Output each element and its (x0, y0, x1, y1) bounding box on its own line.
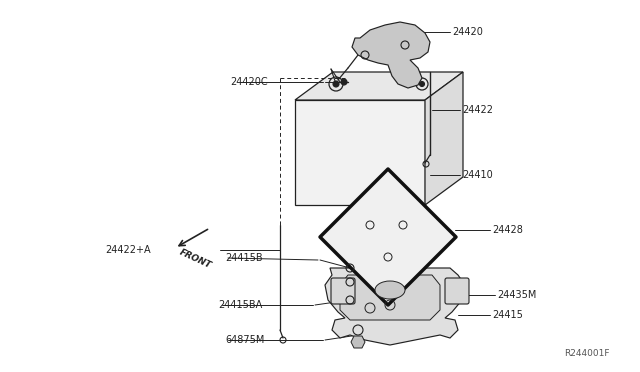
Polygon shape (295, 72, 463, 100)
Polygon shape (351, 336, 365, 348)
Text: 24422+A: 24422+A (105, 245, 150, 255)
Text: 24435M: 24435M (497, 290, 536, 300)
Text: 24410: 24410 (462, 170, 493, 180)
Text: 24422: 24422 (462, 105, 493, 115)
Circle shape (419, 81, 424, 87)
Polygon shape (320, 169, 456, 305)
Polygon shape (295, 100, 425, 205)
Polygon shape (425, 72, 463, 205)
Text: 24420: 24420 (452, 27, 483, 37)
Text: 24415BA: 24415BA (218, 300, 262, 310)
Text: FRONT: FRONT (177, 248, 212, 271)
Text: R244001F: R244001F (564, 349, 610, 358)
Polygon shape (325, 268, 465, 345)
Text: 64875M: 64875M (225, 335, 264, 345)
FancyBboxPatch shape (445, 278, 469, 304)
Circle shape (341, 79, 347, 85)
Circle shape (333, 81, 339, 87)
Ellipse shape (375, 281, 405, 299)
Text: 24428: 24428 (492, 225, 523, 235)
Polygon shape (352, 22, 430, 88)
Text: 24415: 24415 (492, 310, 523, 320)
Text: 24415B: 24415B (225, 253, 262, 263)
Polygon shape (340, 275, 440, 320)
Text: 24420C: 24420C (230, 77, 268, 87)
FancyBboxPatch shape (331, 278, 355, 304)
